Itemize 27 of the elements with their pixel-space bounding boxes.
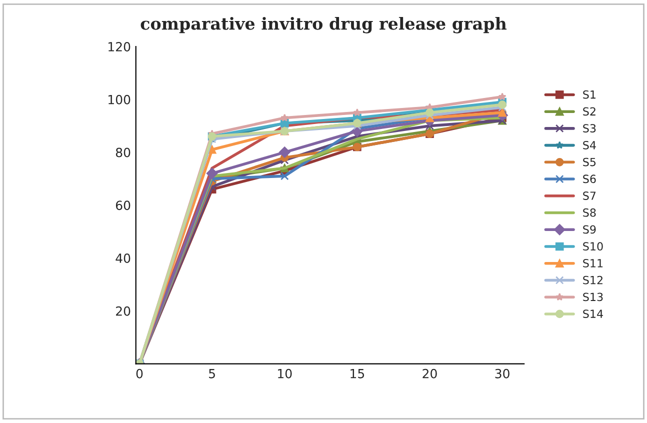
x-tick-label: 30 xyxy=(495,368,510,378)
legend-label: S10 xyxy=(583,242,603,251)
legend-label: S1 xyxy=(583,90,596,99)
chart-title: comparative invitro drug release graph xyxy=(140,16,507,34)
x-tick-label: 5 xyxy=(209,369,215,378)
legend-label: S2 xyxy=(583,107,596,116)
legend-label: S7 xyxy=(583,192,596,200)
x-tick-label: 0 xyxy=(136,368,143,378)
legend-label: S6 xyxy=(583,174,596,184)
x-tick-label: 20 xyxy=(422,368,437,378)
legend-label: S3 xyxy=(583,124,596,132)
legend-label: S9 xyxy=(583,225,596,234)
legend-label: S11 xyxy=(583,259,603,268)
legend-label: S8 xyxy=(583,208,596,217)
legend-label: S5 xyxy=(583,158,596,166)
y-tick-label: 100 xyxy=(108,94,130,104)
legend-label: S14 xyxy=(583,310,603,318)
y-tick-label: 40 xyxy=(116,254,130,263)
x-tick-label: 10 xyxy=(278,368,292,378)
x-tick-label: 15 xyxy=(350,369,364,378)
y-tick-label: 20 xyxy=(116,306,130,316)
legend-label: S12 xyxy=(583,276,602,284)
legend-label: S4 xyxy=(583,140,596,150)
y-tick-label: 120 xyxy=(108,42,130,52)
y-tick-label: 60 xyxy=(116,200,130,210)
y-tick-label: 80 xyxy=(116,148,130,158)
legend-label: S13 xyxy=(583,292,603,302)
